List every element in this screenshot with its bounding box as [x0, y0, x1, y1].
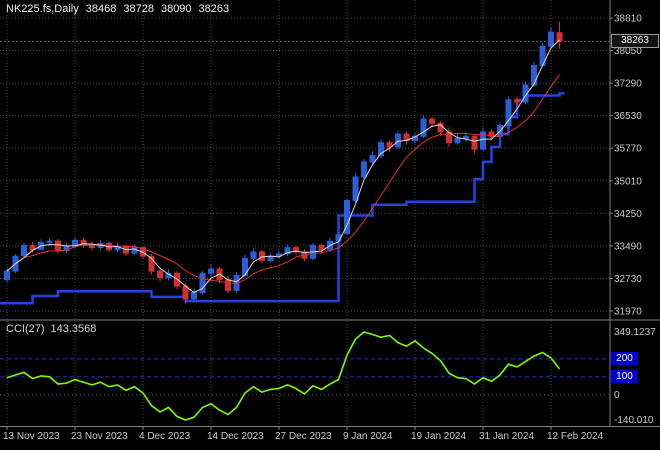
time-axis-label: 31 Jan 2024 — [479, 431, 534, 442]
price-axis-label: 34250 — [614, 209, 642, 220]
time-axis-label: 27 Dec 2023 — [275, 431, 332, 442]
candle-body — [344, 199, 350, 234]
cci-zero-label: 0 — [614, 390, 620, 401]
candle-body — [454, 137, 461, 144]
candle-body — [157, 270, 163, 279]
time-axis-label: 14 Dec 2023 — [207, 431, 264, 442]
candle-body — [395, 133, 401, 148]
cci-indicator-value: 143.3568 — [50, 323, 97, 335]
candle-body — [29, 244, 36, 251]
candle-body — [208, 268, 214, 274]
candle-body — [369, 155, 376, 163]
candle-body — [4, 270, 10, 281]
candle-body — [174, 272, 180, 287]
candle-body — [429, 118, 435, 124]
cci-min-label: -140.010 — [614, 415, 654, 426]
candle-body — [420, 118, 427, 137]
candle-body — [386, 142, 393, 148]
price-axis-label: 32730 — [614, 274, 642, 285]
candle-body — [199, 272, 206, 294]
ohlc-open: 38468 — [85, 3, 117, 15]
cci-level-badge-100: 100 — [611, 370, 638, 383]
ma-fast-line — [6, 39, 560, 294]
symbol-timeframe-label: NK225.fs,Daily — [6, 3, 79, 15]
price-axis-label: 31970 — [614, 307, 642, 318]
price-axis-label: 38050 — [614, 46, 642, 57]
candle-body — [548, 31, 554, 47]
cci-line — [6, 331, 561, 421]
candle-body — [505, 99, 512, 127]
candle-body — [284, 247, 291, 255]
candle-body — [463, 135, 469, 139]
price-axis-label: 35770 — [614, 144, 642, 155]
candle-body — [318, 244, 325, 251]
candle-body — [514, 99, 520, 103]
time-axis-label: 19 Jan 2024 — [411, 431, 466, 442]
price-axis-label: 37290 — [614, 79, 642, 90]
time-axis-label: 4 Dec 2023 — [139, 431, 191, 442]
candle-body — [378, 142, 384, 157]
time-axis-label: 9 Jan 2024 — [343, 431, 393, 442]
price-axis-label: 33490 — [614, 241, 642, 252]
time-axis-label: 12 Feb 2024 — [547, 431, 604, 442]
candle-body — [46, 240, 53, 243]
cci-max-label: 349.1237 — [614, 327, 656, 338]
ohlc-close: 38263 — [198, 3, 230, 15]
support-step-line — [0, 92, 565, 305]
cci-level-badge-200: 200 — [611, 352, 638, 365]
chart-ohlc-header: NK225.fs,Daily 38468 38728 38090 38263 — [6, 3, 236, 15]
candle-body — [191, 292, 197, 300]
price-axis-label: 35010 — [614, 176, 642, 187]
current-price-badge: 38263 — [611, 34, 659, 48]
cci-indicator-name: CCI(27) — [6, 323, 45, 335]
candle-body — [471, 135, 478, 150]
time-axis-label: 13 Nov 2023 — [3, 431, 60, 442]
ohlc-high: 38728 — [123, 3, 154, 15]
ohlc-low: 38090 — [160, 3, 192, 15]
candle-body — [55, 240, 61, 252]
candle-body — [250, 251, 257, 259]
candle-body — [259, 251, 265, 261]
candle-body — [293, 247, 299, 253]
cci-indicator-header: CCI(27) 143.3568 — [6, 323, 102, 335]
candle-body — [131, 247, 138, 254]
price-axis-label: 36530 — [614, 111, 642, 122]
time-axis-label: 23 Nov 2023 — [71, 431, 128, 442]
candle-body — [522, 84, 529, 103]
price-axis-label: 38810 — [614, 14, 642, 25]
candle-body — [242, 257, 248, 276]
candle-body — [148, 255, 155, 272]
candle-body — [531, 65, 537, 86]
candle-body — [21, 244, 27, 257]
candle-body — [556, 32, 563, 42]
candle-body — [352, 176, 359, 201]
candle-body — [446, 131, 452, 144]
candle-body — [361, 161, 367, 178]
candle-body — [225, 279, 231, 291]
candle-body — [480, 131, 486, 150]
